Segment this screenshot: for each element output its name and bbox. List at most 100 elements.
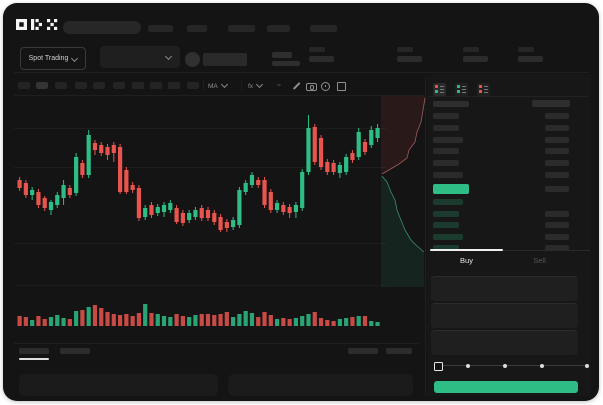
bottom-dash — [479, 90, 482, 93]
timeframe-button-8[interactable] — [168, 82, 180, 89]
pair-selector-dropdown[interactable] — [100, 46, 180, 68]
bid-row-amount-1[interactable] — [545, 211, 569, 217]
ask-row-amount-1[interactable] — [545, 125, 569, 131]
chevron-down-icon — [220, 80, 228, 89]
nav-item-3[interactable] — [267, 25, 290, 32]
ask-row-price-5[interactable] — [433, 172, 463, 178]
list-line-0 — [484, 86, 488, 87]
bottom-panel-0 — [19, 374, 218, 396]
bottom-dash — [435, 90, 438, 93]
nav-item-4[interactable] — [310, 25, 337, 32]
clock-hand — [325, 84, 326, 87]
ask-row-amount-4[interactable] — [545, 160, 569, 166]
bottom-tab-1[interactable] — [60, 348, 90, 354]
ask-row-price-2[interactable] — [433, 137, 463, 143]
timeframe-button-6[interactable] — [132, 82, 144, 89]
stat-label-0 — [309, 47, 325, 52]
orderbook-header-amount — [532, 100, 570, 107]
history-clock-icon[interactable] — [321, 82, 330, 91]
bottom-action-1[interactable] — [386, 348, 412, 354]
ask-row-amount-2[interactable] — [545, 137, 569, 143]
pair-name-bar — [203, 53, 247, 66]
bid-row-price-2[interactable] — [433, 222, 459, 228]
timeframe-button-4[interactable] — [93, 82, 105, 89]
bid-row-amount-2[interactable] — [545, 222, 569, 228]
timeframe-button-9[interactable] — [187, 82, 199, 89]
slider-handle[interactable] — [434, 362, 443, 371]
stat-value-3 — [518, 56, 543, 62]
timeframe-button-5[interactable] — [113, 82, 125, 89]
nav-item-0[interactable] — [148, 25, 173, 32]
divider — [425, 76, 426, 396]
ask-row-amount-3[interactable] — [545, 148, 569, 154]
order-input-0[interactable] — [431, 276, 578, 301]
ask-row-amount-5[interactable] — [545, 172, 569, 178]
spot-trading-label: Spot Trading — [28, 55, 69, 62]
slider-step-dot-3[interactable] — [585, 364, 589, 368]
list-line-2 — [440, 92, 444, 93]
line-tool-icon[interactable]: ~ — [277, 82, 281, 89]
stat-value-0 — [309, 56, 334, 62]
search-input[interactable] — [63, 21, 141, 34]
order-input-2[interactable] — [431, 330, 578, 355]
bid-row-price-0[interactable] — [433, 199, 463, 205]
tab-sell[interactable]: Sell — [533, 256, 546, 265]
ask-row-price-4[interactable] — [433, 160, 459, 166]
order-input-1[interactable] — [431, 303, 578, 328]
timeframe-button-1[interactable] — [36, 82, 48, 89]
top-dash — [435, 85, 438, 88]
bid-row-price-1[interactable] — [433, 211, 459, 217]
list-line-1 — [440, 89, 444, 90]
list-line-0 — [462, 86, 466, 87]
fullscreen-icon[interactable] — [337, 82, 346, 91]
bottom-panel-1 — [228, 374, 413, 396]
timeframe-button-3[interactable] — [75, 82, 87, 89]
timeframe-button-2[interactable] — [55, 82, 67, 89]
stat-label-1 — [397, 47, 413, 52]
slider-step-dot-2[interactable] — [540, 364, 544, 368]
divider — [241, 81, 242, 90]
orderbook-header-price — [433, 101, 469, 107]
chevron-down-icon — [256, 80, 264, 89]
bottom-tab-0[interactable] — [19, 348, 49, 354]
coin-avatar[interactable] — [185, 52, 200, 67]
buy-submit-button[interactable] — [434, 381, 578, 393]
tab-buy[interactable]: Buy — [460, 256, 473, 265]
ask-row-price-1[interactable] — [433, 125, 459, 131]
ask-row-amount-0[interactable] — [545, 113, 569, 119]
okx-logo — [16, 19, 58, 30]
bid-row-amount-3[interactable] — [545, 234, 569, 240]
list-line-1 — [484, 89, 488, 90]
timeframe-button-0[interactable] — [18, 82, 30, 89]
divider — [14, 343, 419, 344]
camera-snapshot-icon[interactable] — [306, 83, 317, 91]
stat-label-3 — [518, 47, 534, 52]
amount-slider-track[interactable] — [437, 365, 588, 366]
spot-trading-button[interactable]: Spot Trading — [20, 47, 86, 70]
stat-label-2 — [463, 47, 479, 52]
ask-row-price-0[interactable] — [433, 113, 459, 119]
bid-row-amount-4[interactable] — [545, 245, 569, 251]
bottom-action-0[interactable] — [348, 348, 378, 354]
orderbook-mode-bids[interactable] — [455, 83, 468, 96]
nav-item-1[interactable] — [187, 25, 207, 32]
nav-item-2[interactable] — [228, 25, 255, 32]
orderbook-mode-asks[interactable] — [477, 83, 490, 96]
last-price-highlight[interactable] — [433, 184, 469, 194]
depth-chart[interactable] — [381, 96, 429, 292]
candlestick-chart[interactable] — [14, 95, 386, 345]
bid-row-price-4[interactable] — [433, 245, 459, 251]
overlay-dropdown[interactable]: fx — [248, 80, 264, 91]
stat-value-1 — [397, 56, 422, 62]
indicator-dropdown[interactable]: MA — [208, 80, 228, 91]
slider-step-dot-1[interactable] — [503, 364, 507, 368]
bid-row-price-3[interactable] — [433, 234, 463, 240]
orderbook-mode-both[interactable] — [433, 83, 446, 96]
list-line-2 — [484, 92, 488, 93]
divider — [428, 96, 588, 97]
slider-step-dot-0[interactable] — [466, 364, 470, 368]
ask-row-price-3[interactable] — [433, 148, 459, 154]
timeframe-button-7[interactable] — [150, 82, 162, 89]
divider — [14, 95, 424, 96]
